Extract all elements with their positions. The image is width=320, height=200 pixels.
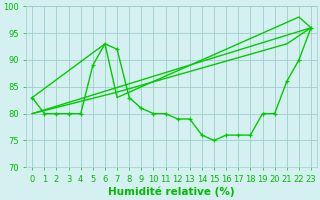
X-axis label: Humidité relative (%): Humidité relative (%)	[108, 187, 235, 197]
